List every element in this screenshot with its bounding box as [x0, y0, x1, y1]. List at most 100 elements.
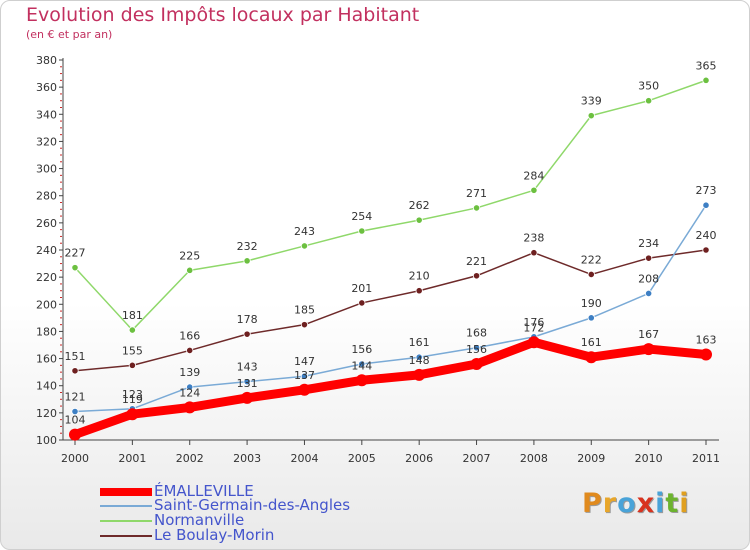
data-point	[472, 344, 481, 352]
data-point	[243, 330, 251, 338]
data-point	[186, 383, 194, 391]
data-label: 185	[294, 304, 315, 317]
data-label: 221	[466, 255, 487, 268]
logo-letter: P	[582, 488, 603, 519]
data-point	[702, 201, 710, 209]
y-minor-tick	[60, 235, 62, 237]
data-label: 161	[581, 336, 602, 349]
data-point	[415, 287, 423, 295]
y-minor-tick	[60, 310, 62, 312]
data-point	[300, 372, 309, 380]
data-point	[700, 348, 712, 361]
y-tick-label: 140	[36, 380, 57, 393]
data-point	[243, 257, 251, 265]
data-point	[243, 378, 251, 386]
y-minor-tick	[60, 405, 62, 407]
y-minor-tick	[60, 154, 62, 156]
legend-label-normanville: Normanville	[154, 511, 245, 529]
data-label: 240	[696, 229, 717, 242]
data-point	[530, 186, 538, 194]
data-point	[645, 254, 653, 262]
data-point	[71, 264, 79, 272]
proxiti-logo: Proxiti	[582, 488, 690, 519]
y-minor-tick	[60, 256, 62, 258]
series-line	[70, 337, 711, 440]
y-minor-tick	[60, 283, 62, 285]
y-minor-tick	[60, 269, 62, 271]
y-minor-tick	[60, 324, 62, 326]
data-label: 238	[523, 232, 544, 245]
data-label: 172	[523, 321, 544, 334]
x-tick-label: 2000	[61, 452, 89, 465]
data-label: 104	[65, 414, 86, 427]
data-point	[642, 343, 655, 356]
data-point	[355, 374, 368, 387]
y-minor-tick	[60, 73, 62, 75]
data-point	[585, 351, 598, 364]
y-minor-tick	[60, 392, 62, 393]
data-point	[186, 346, 194, 355]
data-label: 227	[65, 247, 86, 260]
legend-swatch-emalleville	[100, 488, 152, 496]
y-tick-label: 200	[36, 298, 57, 311]
data-point	[472, 204, 481, 212]
y-tick-label: 360	[36, 81, 57, 94]
data-label: 137	[294, 369, 315, 382]
data-point	[645, 97, 653, 105]
data-label: 167	[638, 328, 659, 341]
data-point	[241, 391, 254, 404]
y-minor-tick	[60, 371, 62, 373]
data-point	[530, 249, 538, 257]
data-label: 234	[638, 237, 659, 250]
data-label: 144	[351, 359, 372, 372]
y-minor-tick	[60, 425, 62, 427]
data-label: 243	[294, 225, 315, 238]
data-point	[128, 326, 136, 334]
data-point	[415, 216, 423, 224]
x-tick-label: 2009	[577, 452, 605, 465]
y-tick-label: 180	[36, 325, 57, 338]
data-point	[300, 242, 309, 250]
data-point	[702, 246, 710, 254]
y-minor-tick	[60, 66, 62, 68]
data-label: 166	[179, 329, 200, 342]
y-tick-label: 220	[36, 271, 57, 284]
y-minor-tick	[60, 290, 62, 292]
data-label: 139	[179, 366, 200, 379]
x-tick-label: 2001	[118, 452, 146, 465]
y-minor-tick	[60, 263, 62, 265]
y-tick-label: 380	[36, 54, 57, 67]
x-tick-label: 2004	[290, 452, 318, 465]
y-minor-tick	[60, 351, 62, 353]
data-label: 284	[523, 169, 544, 182]
legend-item-emalleville: ÉMALLEVILLE	[100, 482, 400, 500]
data-point	[358, 227, 366, 235]
y-minor-tick	[60, 229, 62, 231]
data-label: 176	[523, 316, 544, 329]
data-point	[415, 353, 423, 361]
y-tick-label: 320	[36, 135, 57, 148]
data-label: 254	[351, 210, 372, 223]
x-tick-label: 2005	[348, 452, 376, 465]
data-label: 121	[65, 391, 86, 404]
y-minor-tick	[60, 242, 62, 244]
data-label: 147	[294, 355, 315, 368]
data-point	[358, 299, 366, 307]
y-minor-tick	[60, 202, 62, 203]
data-label: 156	[351, 343, 372, 356]
series-line	[74, 249, 707, 372]
y-minor-tick	[60, 188, 62, 190]
x-tick-label: 2006	[405, 452, 433, 465]
data-label: 143	[237, 361, 258, 374]
chart-subtitle: (en € et par an)	[26, 28, 113, 41]
data-point	[300, 321, 309, 329]
data-label: 181	[122, 309, 143, 322]
logo-letter: i	[655, 488, 666, 519]
data-label: 208	[638, 272, 659, 285]
legend-item-le-boulay-morin: Le Boulay-Morin	[100, 526, 400, 544]
data-point	[587, 270, 595, 279]
y-minor-tick	[60, 398, 62, 400]
legend-label-saint-germain: Saint-Germain-des-Angles	[154, 496, 351, 514]
data-point	[128, 361, 136, 369]
